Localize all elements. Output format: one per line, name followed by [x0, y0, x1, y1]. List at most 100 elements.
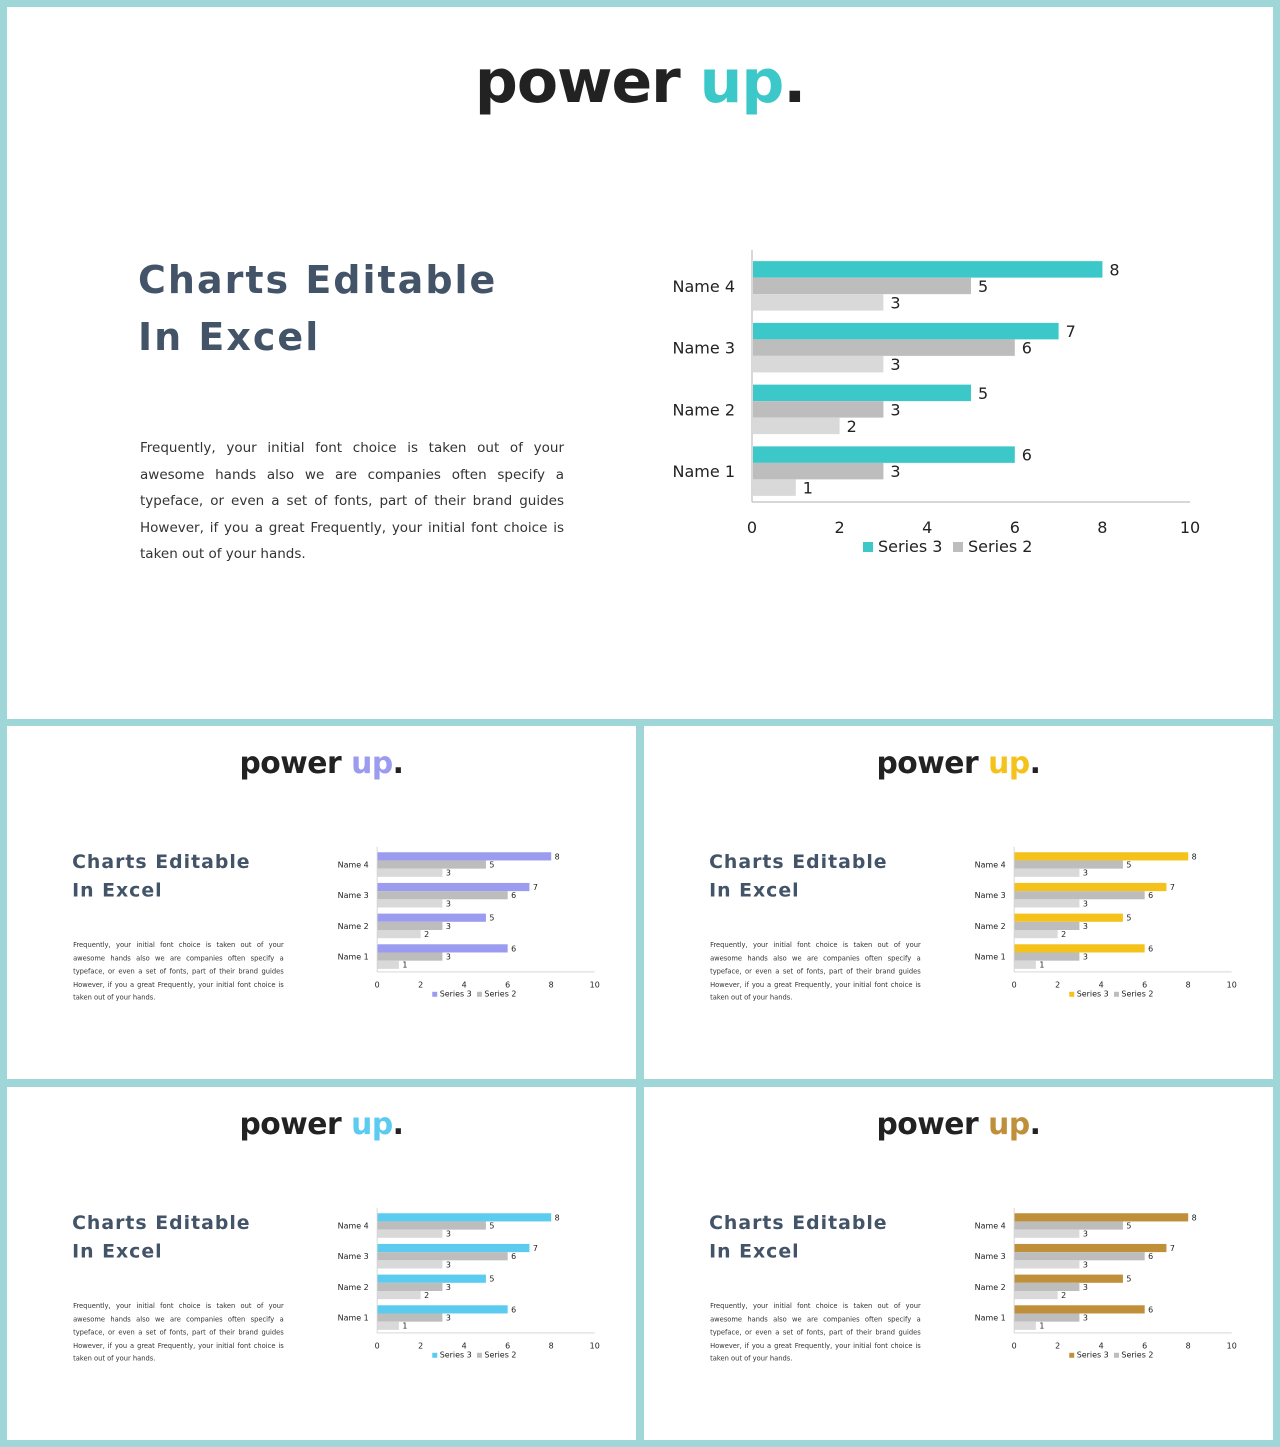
data-label: 3 [446, 922, 451, 931]
data-label: 3 [1083, 1230, 1088, 1239]
slide-heading: Charts Editable In Excel [709, 848, 918, 905]
category-label: Name 2 [975, 922, 1006, 931]
x-tick-label: 8 [1186, 980, 1191, 989]
brand-title: power up. [644, 1107, 1273, 1142]
x-tick-label: 10 [590, 980, 600, 989]
slide-heading: Charts Editable In Excel [138, 252, 558, 366]
data-label: 1 [1039, 1322, 1044, 1331]
bar-chart: 6 3 1 Name 1 5 3 2 Name 2 7 6 3 Name 3 8 5 3 Name 4 0 2 4 6… [338, 1207, 600, 1360]
slide-heading: Charts Editable In Excel [72, 1209, 281, 1266]
bar-chart: 6 3 1 Name 1 5 3 2 Name 2 7 6 3 Name 3 8 5 3 Name 4 0 2 4 6… [338, 846, 600, 999]
category-label: Name 1 [673, 462, 735, 481]
bar-name-2-series-1 [377, 921, 443, 930]
category-label: Name 4 [975, 861, 1006, 870]
bar-name-4-series-1 [377, 1221, 486, 1230]
category-label: Name 1 [338, 953, 369, 962]
category-label: Name 4 [673, 277, 735, 296]
legend-swatch [476, 1352, 482, 1358]
bar-name-2-series-2 [1014, 929, 1058, 939]
x-tick-label: 2 [1055, 980, 1060, 989]
data-label: 5 [1126, 914, 1131, 923]
brand-dot: . [1029, 745, 1041, 781]
legend-swatch [1113, 991, 1119, 997]
bar-name-3-series-2 [1014, 1260, 1080, 1269]
data-label: 3 [446, 1314, 451, 1323]
bar-name-1-series-2 [1014, 1321, 1036, 1330]
data-label: 3 [446, 953, 451, 962]
brand-word: power [876, 745, 979, 781]
x-tick-label: 2 [835, 518, 845, 537]
brand-dot: . [1029, 1106, 1041, 1142]
legend-swatch [476, 991, 482, 997]
x-tick-label: 10 [1227, 980, 1237, 989]
bar-name-4-series-2 [1014, 1229, 1080, 1238]
data-label: 3 [890, 400, 900, 419]
data-label: 3 [446, 869, 451, 878]
category-label: Name 2 [975, 1283, 1006, 1292]
brand-word: power [876, 1106, 979, 1142]
data-label: 8 [555, 852, 560, 861]
bar-name-2-series-1 [377, 1282, 443, 1291]
data-label: 5 [978, 384, 988, 403]
brand-accent-word: up [351, 745, 393, 781]
bar-name-2-series-2 [377, 1290, 421, 1300]
x-tick-label: 6 [1142, 980, 1147, 989]
category-label: Name 4 [338, 861, 369, 870]
data-label: 5 [489, 1222, 494, 1231]
heading-line-2: In Excel [72, 879, 163, 901]
bar-chart: 6 3 1 Name 1 5 3 2 Name 2 7 6 3 Name 3 8 5 3 Name 4 0 2 4 6… [975, 1207, 1237, 1360]
x-tick-label: 6 [505, 980, 510, 989]
x-tick-label: 4 [462, 1341, 467, 1350]
brand-accent-word: up [988, 745, 1030, 781]
bar-name-1-series-1 [1014, 952, 1080, 961]
data-label: 6 [1022, 339, 1032, 358]
category-label: Name 4 [975, 1222, 1006, 1231]
x-tick-label: 10 [590, 1341, 600, 1350]
body-text: Frequently, your initial font choice is … [710, 941, 921, 1002]
data-label: 3 [1083, 1283, 1088, 1292]
data-label: 3 [1083, 953, 1088, 962]
bar-name-1-series-2 [377, 960, 399, 969]
slide-thumbnail-4[interactable]: power up. Charts Editable In Excel Frequ… [644, 1087, 1273, 1440]
bar-name-4-series-1 [377, 860, 486, 869]
data-label: 6 [1148, 1305, 1153, 1314]
bar-name-4-series-1 [1014, 1221, 1123, 1230]
bar-name-4-series-0 [377, 852, 552, 861]
slide-thumbnail-2[interactable]: power up. Charts Editable In Excel Frequ… [644, 726, 1273, 1079]
slide-thumbnail-1[interactable]: power up. Charts Editable In Excel Frequ… [7, 726, 636, 1079]
brand-title: power up. [7, 746, 636, 781]
slide-main[interactable]: power up. Charts Editable In Excel Frequ… [7, 7, 1273, 719]
data-label: 7 [533, 883, 538, 892]
bar-name-4-series-2 [1014, 868, 1080, 877]
x-tick-label: 0 [747, 518, 757, 537]
bar-name-1-series-0 [1014, 1305, 1145, 1314]
bar-name-3-series-0 [377, 882, 530, 892]
data-label: 6 [1022, 446, 1032, 465]
data-label: 7 [1066, 322, 1076, 341]
data-label: 3 [1083, 869, 1088, 878]
data-label: 6 [1148, 1252, 1153, 1261]
bar-name-2-series-0 [1014, 1274, 1123, 1283]
x-tick-label: 10 [1227, 1341, 1237, 1350]
bar-name-3-series-2 [377, 1260, 443, 1269]
data-label: 5 [489, 1275, 494, 1284]
data-label: 6 [511, 1305, 516, 1314]
slide-thumbnail-3[interactable]: power up. Charts Editable In Excel Frequ… [7, 1087, 636, 1440]
brand-title: power up. [7, 1107, 636, 1142]
data-label: 2 [847, 417, 857, 436]
data-label: 1 [803, 479, 813, 498]
data-label: 3 [446, 1283, 451, 1292]
heading-line-2: In Excel [138, 315, 321, 359]
heading-line-1: Charts Editable [72, 1211, 251, 1234]
bar-name-4-series-0 [753, 261, 1103, 278]
bar-name-1-series-2 [753, 479, 796, 496]
brand-dot: . [783, 47, 806, 117]
brand-dot: . [392, 745, 404, 781]
category-label: Name 3 [975, 1252, 1006, 1261]
bar-name-3-series-0 [377, 1243, 530, 1253]
heading-line-1: Charts Editable [709, 850, 888, 873]
bar-name-2-series-2 [377, 929, 421, 939]
bar-name-4-series-2 [753, 294, 884, 311]
bar-name-1-series-1 [377, 1313, 443, 1322]
bar-name-3-series-2 [1014, 899, 1080, 908]
